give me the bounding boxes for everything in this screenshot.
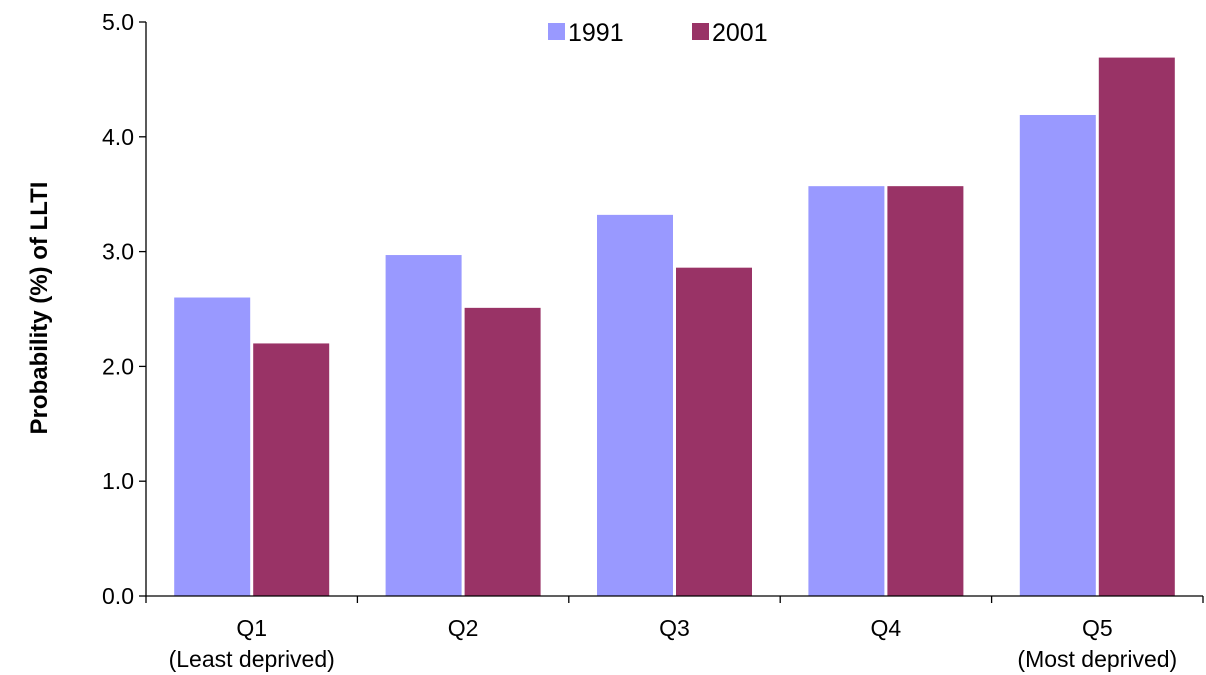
x-tick-label: Q2	[448, 615, 479, 641]
bar-1991-q5	[1019, 114, 1096, 596]
legend-swatch-1991	[548, 23, 565, 40]
bar-2001-q5	[1098, 57, 1175, 596]
x-tick-sublabel: (Most deprived)	[1017, 646, 1177, 672]
y-tick-label: 3.0	[102, 239, 134, 265]
bars	[174, 57, 1175, 596]
x-tick-label: Q5	[1082, 615, 1113, 641]
x-tick-sublabel: (Least deprived)	[169, 646, 335, 672]
y-tick-label: 2.0	[102, 353, 134, 379]
legend-label-1991: 1991	[568, 19, 624, 47]
x-tick-label: Q4	[871, 615, 902, 641]
legend: 1991 2001	[548, 19, 768, 47]
legend-label-2001: 2001	[712, 19, 768, 47]
bar-1991-q2	[385, 255, 462, 596]
x-tick-label: Q1	[236, 615, 267, 641]
axes	[145, 22, 1204, 603]
y-tick-label: 5.0	[102, 9, 134, 35]
legend-swatch-2001	[692, 23, 709, 40]
bar-2001-q1	[253, 343, 330, 596]
bar-2001-q3	[676, 267, 752, 596]
bar-1991-q1	[174, 297, 251, 596]
bar-2001-q4	[887, 186, 964, 596]
y-tick-label: 0.0	[102, 583, 134, 609]
bar-2001-q2	[464, 307, 541, 596]
y-tick-label: 4.0	[102, 124, 134, 150]
y-axis-ticks: 0.0 1.0 2.0 3.0 4.0 5.0	[102, 9, 146, 609]
x-axis-labels: Q1 (Least deprived) Q2 Q3 Q4 Q5 (Most deprived…	[169, 615, 1178, 672]
y-tick-label: 1.0	[102, 468, 134, 494]
x-tick-label: Q3	[659, 615, 690, 641]
bar-1991-q4	[808, 186, 885, 596]
bar-1991-q3	[597, 214, 673, 596]
y-axis-title: Probability (%) of LLTI	[26, 182, 53, 435]
